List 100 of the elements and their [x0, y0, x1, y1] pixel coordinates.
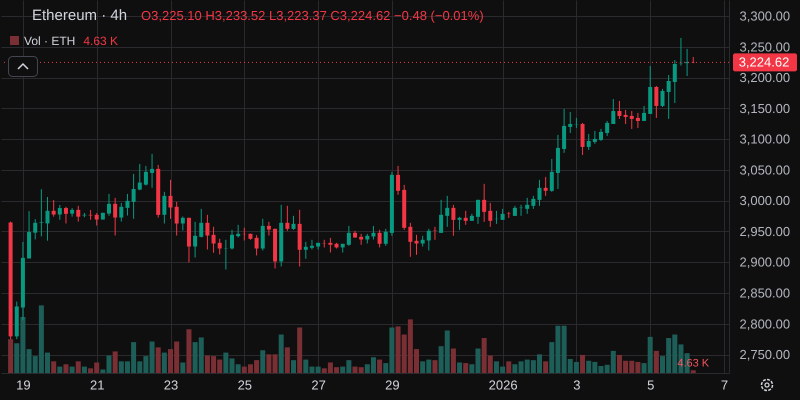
candlestick — [574, 117, 578, 128]
y-tick-label: 2,900.00 — [740, 254, 790, 270]
candlestick — [39, 188, 44, 237]
x-tick-label: 7 — [720, 378, 728, 392]
y-tick-label: 2,800.00 — [740, 316, 790, 332]
bar — [690, 370, 696, 373]
candlestick — [519, 204, 524, 216]
bar — [278, 334, 284, 373]
bar — [70, 366, 75, 373]
candlestick — [525, 197, 530, 214]
candlestick — [346, 225, 351, 246]
y-tick-label: 3,000.00 — [740, 193, 790, 208]
candlestick — [138, 163, 142, 191]
candlestick — [371, 225, 376, 240]
candlestick — [482, 183, 486, 222]
text: O3,225.10 H3,233.52 L3,223.37 C3,224.62 −0.48 (−0.01%) — [141, 8, 484, 23]
x-tick-label: 2026 — [488, 378, 518, 392]
candlestick — [432, 226, 437, 240]
candlestick — [458, 216, 462, 230]
text: 4.63 K — [83, 34, 118, 48]
candlestick — [162, 191, 166, 224]
candlestick — [304, 241, 308, 260]
candlestick — [605, 120, 610, 136]
candlestick — [544, 176, 548, 196]
candlestick — [580, 122, 585, 156]
candlestick — [624, 109, 628, 124]
bar — [112, 351, 118, 373]
candlestick — [254, 234, 259, 256]
candlestick — [52, 200, 56, 218]
candlestick — [94, 212, 99, 226]
bar — [284, 347, 290, 373]
candlestick — [592, 130, 597, 144]
x-tick-label: 19 — [16, 378, 31, 392]
candlestick — [125, 193, 130, 216]
bar — [580, 354, 586, 373]
candlestick — [33, 218, 38, 240]
bar — [82, 366, 87, 373]
bar — [186, 329, 192, 373]
y-tick-label: 2,950.00 — [740, 224, 790, 239]
candlestick — [180, 216, 185, 232]
x-tick-label: 5 — [647, 378, 654, 392]
candlestick — [586, 133, 591, 150]
candlestick — [562, 108, 566, 154]
bar — [162, 352, 167, 373]
candlestick — [212, 226, 216, 254]
candlestick — [199, 208, 204, 238]
bar — [432, 360, 438, 373]
x-tick-label: 23 — [164, 378, 178, 392]
bar — [291, 360, 296, 373]
chart-title: Ethereum · 4h — [32, 7, 128, 24]
candlestick — [292, 215, 296, 230]
candlestick — [506, 211, 511, 218]
candlestick — [476, 199, 480, 224]
candlestick — [328, 237, 332, 253]
x-tick-label: 29 — [385, 378, 400, 392]
bar — [377, 360, 382, 373]
y-tick-label: 3,250.00 — [740, 39, 790, 54]
candlestick — [76, 205, 80, 222]
bar — [156, 347, 161, 373]
bar — [463, 363, 468, 373]
candlestick — [396, 165, 400, 196]
candlestick — [414, 234, 419, 256]
candlestick — [144, 165, 148, 186]
bar — [506, 361, 512, 373]
candlestick — [205, 214, 210, 250]
y-tick-label: 3,050.00 — [740, 162, 790, 178]
candlestick — [168, 179, 173, 220]
candlestick — [568, 111, 572, 134]
candlestick — [266, 221, 271, 236]
candlestick — [193, 221, 198, 258]
data-label: 4.63 K — [677, 357, 710, 370]
candlestick — [218, 238, 222, 255]
candlestick — [599, 128, 603, 142]
candlestick — [224, 239, 228, 270]
ref-line-label: 3,224.62 — [738, 54, 790, 70]
x-tick-label: 21 — [90, 378, 104, 392]
candlestick — [654, 85, 658, 118]
candlestick — [531, 195, 536, 210]
candlestick — [500, 208, 505, 220]
candlestick — [174, 201, 179, 236]
bar — [260, 350, 266, 373]
bar — [63, 364, 68, 373]
candlestick — [550, 158, 554, 192]
candlestick — [451, 204, 456, 236]
candlestick — [617, 100, 622, 120]
candlestick — [230, 229, 234, 250]
y-tick-label: 3,200.00 — [740, 70, 790, 86]
candlestick — [464, 210, 468, 226]
candlestick — [58, 204, 62, 220]
y-tick-label: 3,300.00 — [740, 8, 790, 24]
y-tick-label: 2,850.00 — [740, 285, 790, 300]
candlestick — [642, 105, 646, 122]
candlestick — [310, 239, 314, 250]
candlestick — [660, 88, 664, 108]
candlestick — [426, 228, 431, 252]
y-tick-label: 3,100.00 — [740, 132, 790, 147]
candlestick — [538, 179, 542, 206]
candlestick — [488, 202, 492, 228]
bar — [57, 366, 62, 373]
candlestick — [119, 202, 124, 222]
